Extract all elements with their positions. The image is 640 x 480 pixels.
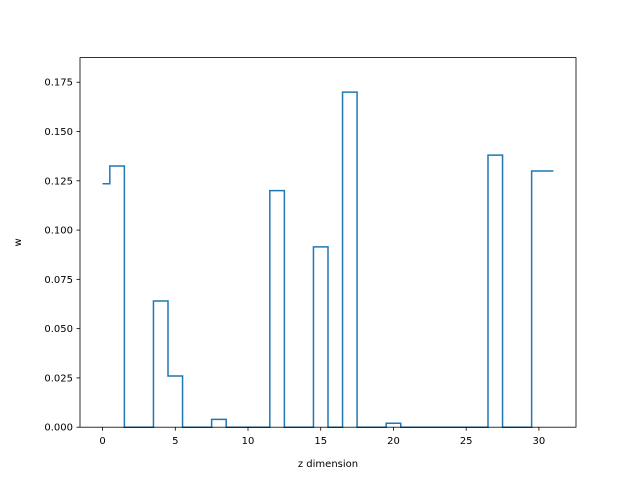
y-axis-label: w [13,238,24,246]
plot-frame [79,57,577,428]
x-tick-label: 0 [99,436,105,447]
x-tick-label: 25 [460,436,473,447]
y-tick-label: 0.100 [44,226,73,237]
x-tick-label: 10 [242,436,255,447]
y-tick-label: 0.025 [44,373,73,384]
x-tick-label: 5 [172,436,178,447]
y-axis: 0.000 0.025 0.050 0.075 0.100 0.125 0.150 0.175 [44,78,80,434]
y-tick-label: 0.175 [44,78,73,89]
x-tick-label: 30 [533,436,546,447]
y-tick-label: 0.050 [44,324,73,335]
x-tick-label: 15 [314,436,327,447]
x-tick-label: 20 [387,436,400,447]
y-tick-label: 0.075 [44,275,73,286]
x-axis-label: z dimension [298,459,358,470]
y-tick-label: 0.150 [44,127,73,138]
x-axis: 0 5 10 15 20 25 30 [99,427,545,447]
y-tick-label: 0.125 [44,176,73,187]
y-tick-label: 0.000 [44,423,73,434]
